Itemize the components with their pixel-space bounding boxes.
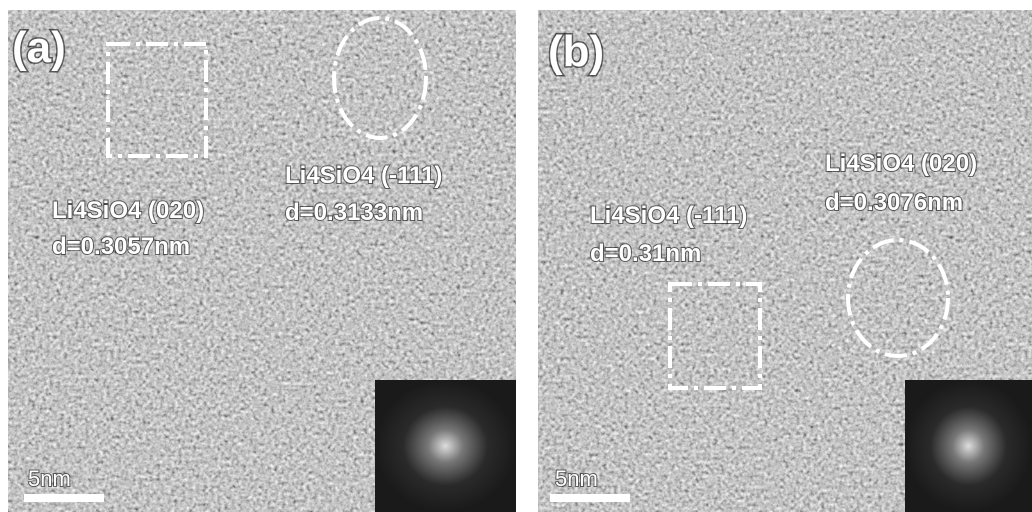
scale-bar	[550, 494, 630, 502]
spacing-label: d=0.31nm	[590, 240, 701, 267]
panel-b: (b) Li4SiO4 (-111) d=0.31nm Li4SiO4 (020…	[538, 10, 1032, 512]
scale-bar	[24, 494, 104, 502]
spacing-label: d=0.3076nm	[825, 189, 963, 216]
phase-label: Li4SiO4 (020)	[825, 150, 977, 177]
panel-label: (b)	[548, 27, 604, 76]
panel-label: (a)	[12, 23, 66, 72]
scale-bar-label: 5nm	[28, 466, 71, 491]
phase-label: Li4SiO4 (-111)	[285, 162, 442, 189]
fft-inset	[375, 380, 516, 512]
figure: (a) Li4SiO4 (020) d=0.3057nm Li4SiO4 (-1…	[0, 0, 1032, 512]
fft-inset	[905, 380, 1032, 512]
phase-label: Li4SiO4 (-111)	[590, 202, 747, 229]
spacing-label: d=0.3057nm	[52, 233, 190, 260]
scale-bar-label: 5nm	[555, 466, 598, 491]
spacing-label: d=0.3133nm	[285, 199, 423, 226]
panel-a: (a) Li4SiO4 (020) d=0.3057nm Li4SiO4 (-1…	[8, 10, 516, 512]
phase-label: Li4SiO4 (020)	[52, 197, 204, 224]
